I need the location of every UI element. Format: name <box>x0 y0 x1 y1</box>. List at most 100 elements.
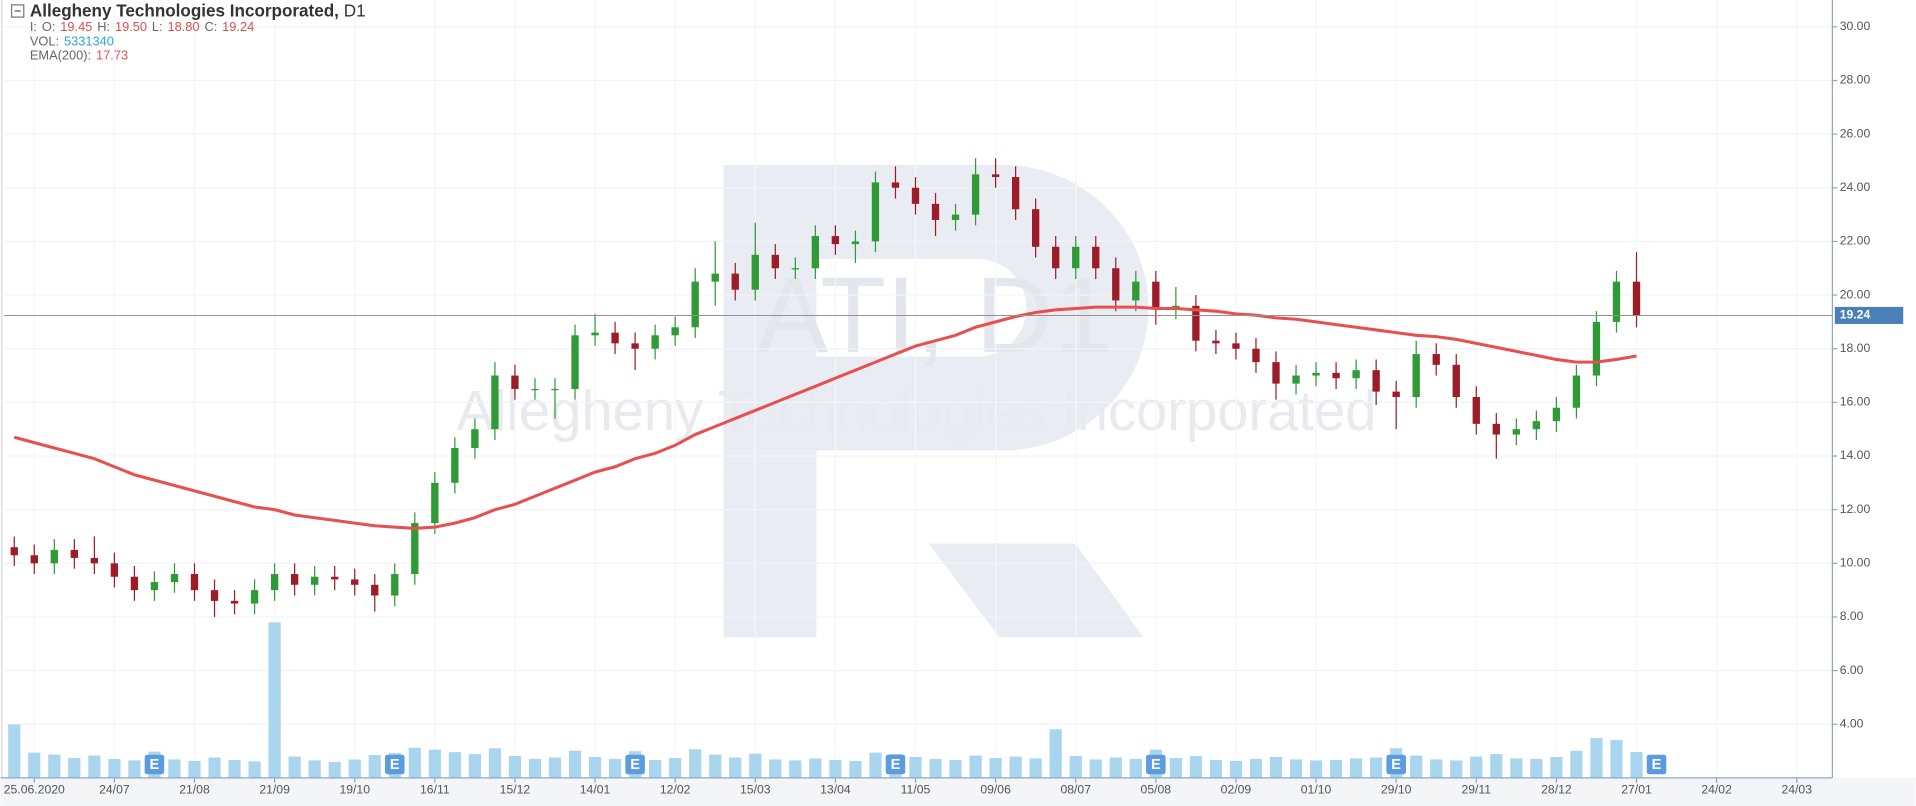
volume-bar <box>1450 760 1463 778</box>
x-axis-strip <box>0 777 1916 806</box>
candle-body <box>1011 177 1020 210</box>
y-tick-label: 24.00 <box>1840 180 1871 194</box>
ohlc-value: 19.24 <box>222 19 254 34</box>
timeframe: D1 <box>344 2 366 21</box>
volume-bar <box>1069 756 1082 778</box>
candle-body <box>30 555 38 564</box>
volume-bar <box>1370 757 1383 778</box>
candle-body <box>911 187 920 204</box>
volume-bar <box>1570 750 1583 778</box>
candle-body <box>1352 370 1360 379</box>
chart-title: Allegheny Technologies Incorporated, <box>30 2 339 21</box>
candle-body <box>1272 362 1280 384</box>
volume-bar <box>729 757 742 778</box>
candle-body <box>1472 397 1480 424</box>
y-tick-label: 20.00 <box>1840 287 1871 301</box>
earnings-label: E <box>630 757 640 773</box>
x-tick-label: 19/10 <box>339 782 370 796</box>
volume-bar <box>1209 759 1223 778</box>
volume-bar <box>428 749 441 778</box>
candle-body <box>631 343 639 349</box>
volume-bar <box>869 752 882 778</box>
volume-bar <box>28 752 41 778</box>
candle-body <box>951 214 960 220</box>
volume-bar <box>1329 759 1343 778</box>
earnings-label: E <box>150 757 160 773</box>
volume-bar <box>88 755 101 778</box>
earnings-label: E <box>891 757 901 773</box>
y-tick-label: 28.00 <box>1840 73 1871 87</box>
candle-body <box>1032 209 1040 247</box>
candle-body <box>511 375 519 389</box>
volume-bar <box>1470 756 1483 778</box>
volume-bar <box>1530 758 1543 778</box>
volume-bar <box>829 759 842 778</box>
x-tick-label: 05/08 <box>1141 782 1172 796</box>
watermark-leg <box>928 543 1144 638</box>
volume-bar <box>769 759 782 778</box>
volume-bar <box>1350 758 1363 778</box>
watermark-r <box>723 164 1149 638</box>
candle-body <box>250 590 259 604</box>
volume-bar <box>208 757 221 778</box>
volume-bar <box>268 622 281 778</box>
y-tick-label: 26.00 <box>1840 126 1871 140</box>
watermark-name: Allegheny Technologies Incorporated <box>457 379 1377 442</box>
volume-bar <box>568 750 582 778</box>
candle-body <box>130 576 139 591</box>
candle-body <box>1072 246 1080 269</box>
x-tick-label: 28/12 <box>1541 782 1572 796</box>
volume-bar <box>408 747 421 778</box>
ohlc-value: 19.45 <box>60 19 92 34</box>
candle-body <box>1332 372 1340 379</box>
candle-body <box>391 574 399 596</box>
candle-body <box>651 335 659 349</box>
candle-body <box>1452 364 1460 398</box>
y-tick-label: 6.00 <box>1840 663 1864 677</box>
candle-body <box>1512 429 1521 435</box>
y-tick-label: 10.00 <box>1840 556 1871 570</box>
volume-bar <box>649 759 662 778</box>
ohlc-label: H: <box>97 19 110 34</box>
volume-bar <box>48 754 61 778</box>
candle-body <box>431 482 439 524</box>
volume-bar <box>849 760 862 778</box>
candle-body <box>1592 321 1601 376</box>
y-tick-label: 30.00 <box>1840 19 1871 33</box>
candle-body <box>1532 421 1541 430</box>
candle-body <box>1192 305 1200 341</box>
earnings-label: E <box>1391 757 1401 773</box>
x-tick-label: 16/11 <box>420 782 450 796</box>
volume-bar <box>1289 759 1303 778</box>
indicator-value: 17.73 <box>96 48 128 63</box>
x-tick-label: 12/02 <box>660 782 691 796</box>
volume-bar <box>1189 756 1202 778</box>
volume-bar <box>1309 760 1323 778</box>
candle-body <box>311 576 319 585</box>
candle-body <box>230 600 239 604</box>
volume-bar <box>128 760 141 778</box>
volume-bar <box>989 757 1002 778</box>
volume-bar <box>929 758 942 778</box>
x-tick-label: 27/01 <box>1621 782 1652 796</box>
volume-bar <box>608 758 622 778</box>
candle-body <box>531 388 539 391</box>
last-price-label: 19.24 <box>1840 308 1871 322</box>
candle-body <box>1092 246 1100 269</box>
volume-bar <box>468 754 481 778</box>
volume-bar <box>288 756 301 778</box>
volume-bar <box>1269 757 1283 778</box>
candle-body <box>491 375 499 430</box>
volume-bar <box>328 761 341 778</box>
x-tick-label: 15/12 <box>500 782 531 796</box>
candle-body <box>150 582 159 591</box>
plot: 4.00 6.00 8.00 10.00 12.00 14.00 16.00 18.00 20.… <box>4 0 1871 796</box>
indicator-name: EMA(200): <box>30 48 91 63</box>
ohlc-value: 18.80 <box>168 19 200 34</box>
ohlc-label: O: <box>42 19 56 34</box>
candle-body <box>1372 370 1380 392</box>
volume-bar <box>168 759 181 778</box>
candle-body <box>110 563 119 577</box>
earnings-marker <box>1646 754 1667 775</box>
y-tick-label: 8.00 <box>1840 609 1864 623</box>
